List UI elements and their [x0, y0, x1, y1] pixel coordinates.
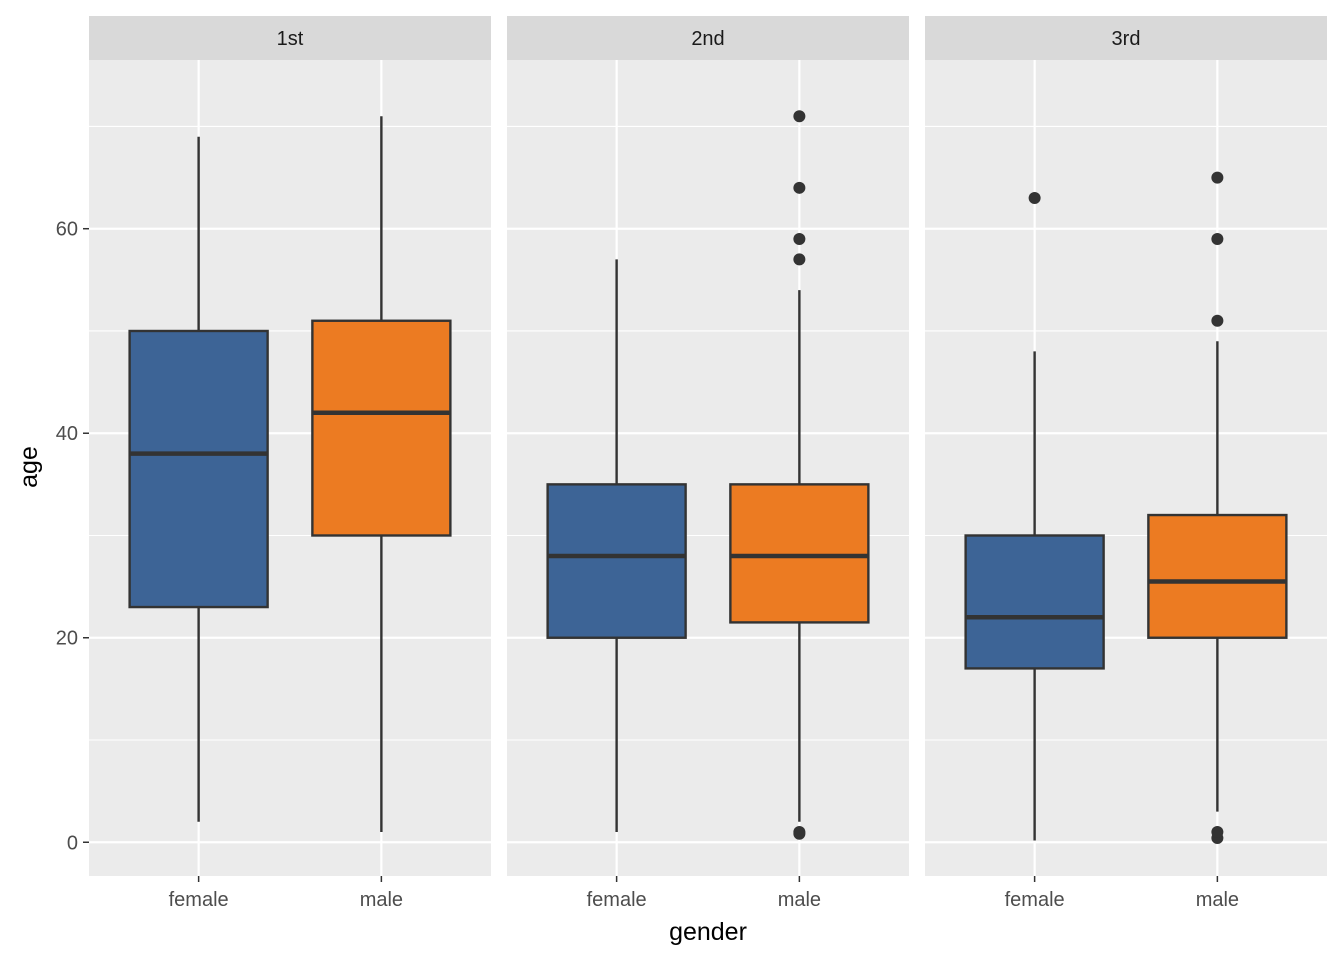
box-male — [729, 110, 870, 840]
x-tick-label: female — [587, 889, 647, 911]
y-tick-label: 0 — [67, 832, 78, 854]
x-tick-label: male — [360, 889, 403, 911]
x-tick-label: male — [1196, 889, 1239, 911]
outlier-point — [793, 181, 806, 194]
panel-2nd: 2nd female male — [507, 16, 909, 911]
box-female — [964, 192, 1105, 841]
panel-1st: 1st female male — [89, 16, 491, 911]
box-male — [311, 116, 452, 833]
panel-background — [507, 60, 909, 876]
x-axis-title: gender — [669, 918, 747, 946]
box-iqr — [964, 534, 1105, 670]
outlier-point — [1211, 232, 1224, 245]
facet-label: 2nd — [691, 28, 724, 50]
box-iqr — [729, 483, 870, 624]
facet-strip — [925, 16, 1327, 60]
x-tick-label: male — [778, 889, 821, 911]
outlier-point — [1211, 171, 1224, 184]
x-tick-label: female — [169, 889, 229, 911]
outlier-point — [1028, 192, 1041, 205]
y-tick-label: 40 — [56, 423, 78, 445]
outlier-point — [793, 232, 806, 245]
outlier-point — [793, 253, 806, 266]
y-tick-label: 20 — [56, 628, 78, 650]
panel-3rd: 3rd female male — [925, 16, 1327, 911]
box-iqr — [1147, 513, 1288, 639]
box-iqr — [546, 483, 687, 639]
outlier-point — [1211, 314, 1224, 327]
y-axis-title: age — [15, 446, 43, 488]
panel-background — [925, 60, 1327, 876]
y-tick-label: 60 — [56, 219, 78, 241]
box-iqr — [311, 319, 452, 537]
outlier-point — [793, 110, 806, 123]
facet-label: 3rd — [1112, 28, 1141, 50]
x-tick-label: female — [1005, 889, 1065, 911]
box-female — [546, 259, 687, 833]
box-female — [128, 136, 269, 822]
outlier-point — [1211, 826, 1224, 839]
facet-strip — [89, 16, 491, 60]
outlier-point — [793, 826, 806, 839]
facet-strip — [507, 16, 909, 60]
box-male — [1147, 171, 1288, 844]
box-iqr — [128, 329, 269, 609]
facet-label: 1st — [277, 28, 304, 50]
